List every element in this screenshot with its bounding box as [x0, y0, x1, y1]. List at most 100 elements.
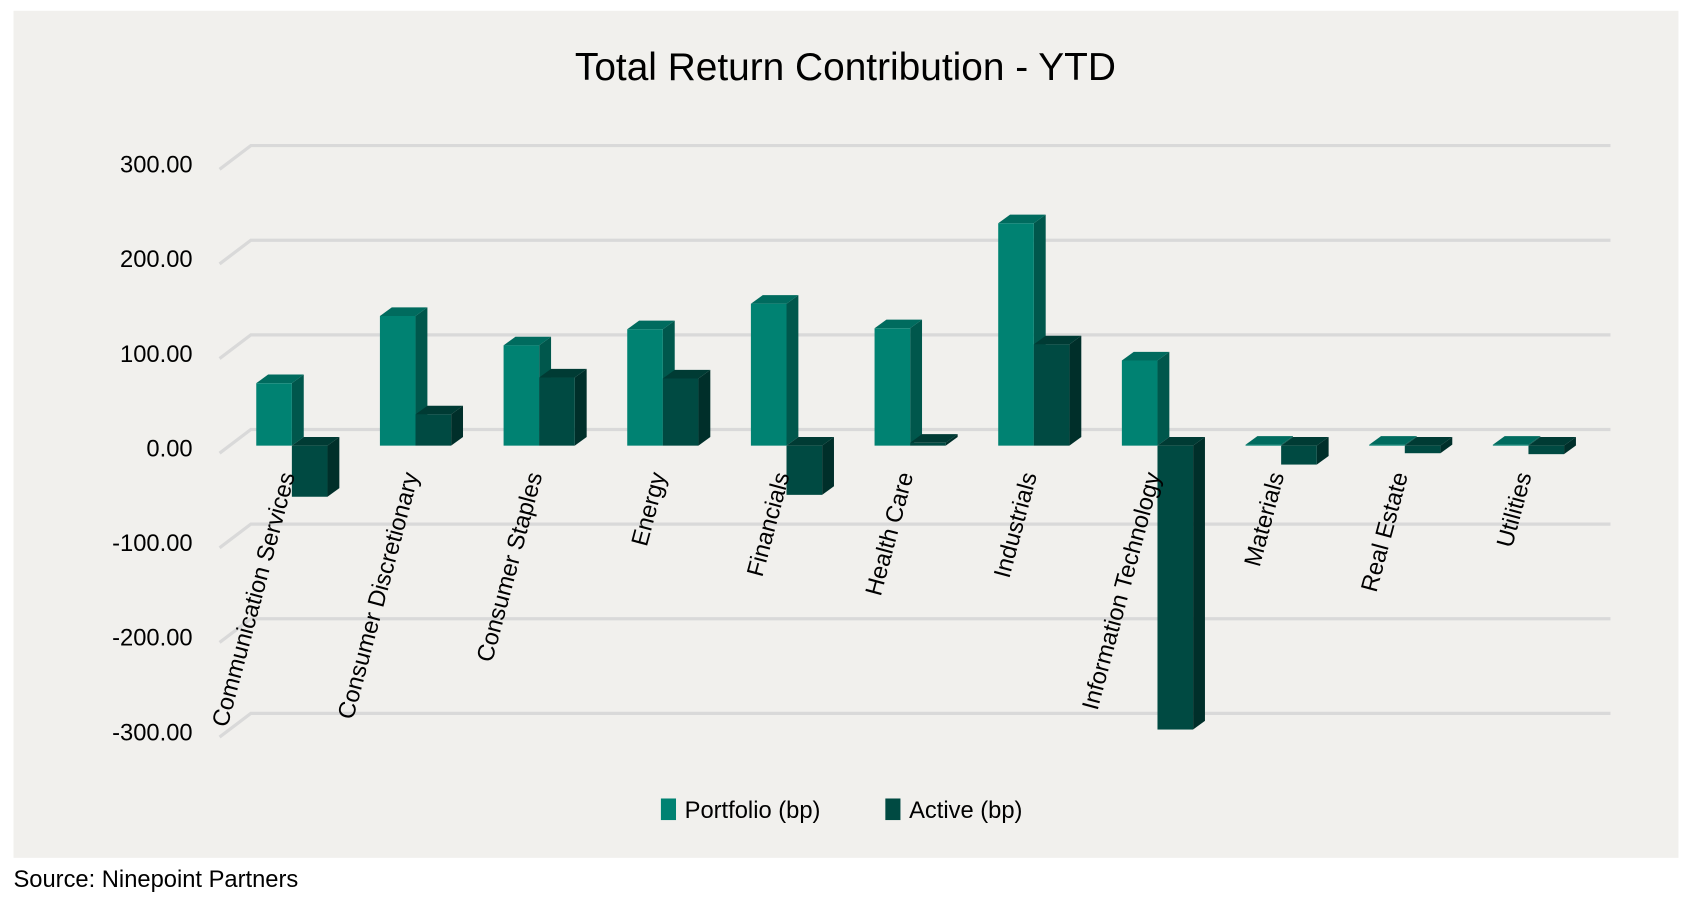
- bar-top: [539, 368, 587, 378]
- bar-side: [451, 405, 464, 446]
- bar-portfolio: [874, 319, 923, 446]
- bar-top: [627, 320, 675, 330]
- gridlines: [218, 143, 1611, 739]
- legend: Portfolio (bp) Active (bp): [660, 798, 1022, 824]
- gridline: [218, 333, 1611, 360]
- bar-side: [786, 295, 799, 446]
- bar-side: [1404, 436, 1417, 446]
- bar-active: [415, 405, 464, 446]
- bar-side: [291, 374, 304, 446]
- bar-side: [910, 319, 923, 446]
- bar-front: [998, 223, 1034, 446]
- bar-side: [1157, 351, 1170, 446]
- bar-top: [1121, 351, 1170, 361]
- bar-side: [327, 437, 340, 497]
- bar-side: [822, 437, 834, 495]
- y-tick-label: 200.00: [120, 247, 193, 273]
- bar-front: [1121, 360, 1158, 446]
- bar-portfolio: [1492, 436, 1541, 446]
- y-tick-label: -300.00: [112, 720, 192, 746]
- bar-front: [1281, 445, 1317, 465]
- bar-top: [503, 336, 552, 346]
- y-axis: 300.00 200.00 100.00 0.00 -100.00 -200.00 -300…: [112, 153, 192, 747]
- legend-label-portfolio: Portfolio (bp): [685, 798, 821, 824]
- bar-front: [662, 378, 699, 446]
- bar-front: [503, 345, 540, 446]
- bar-front: [750, 303, 787, 446]
- bar-top: [910, 434, 958, 443]
- bar-top: [1245, 436, 1294, 445]
- bar-active: [1528, 437, 1576, 455]
- legend-swatch-active: [885, 798, 901, 821]
- legend-label-active: Active (bp): [909, 798, 1022, 824]
- bar-top: [379, 307, 428, 316]
- bar-top: [1033, 335, 1082, 345]
- chart-title: Total Return Contribution - YTD: [575, 46, 1116, 89]
- bar-top: [1157, 437, 1205, 446]
- bar-top: [750, 295, 799, 304]
- source-note: Source: Ninepoint Partners: [13, 867, 298, 893]
- bar-active: [1281, 437, 1329, 465]
- bar-side: [574, 368, 587, 446]
- bar-front: [1404, 445, 1441, 454]
- bar-side: [698, 369, 711, 446]
- bar-top: [415, 405, 464, 415]
- bar-active: [539, 368, 587, 446]
- bar-front: [1245, 444, 1282, 446]
- bar-portfolio: [1369, 436, 1417, 446]
- y-tick-label: 300.00: [120, 153, 193, 179]
- gridline: [218, 711, 1611, 739]
- bar-portfolio: [750, 295, 799, 446]
- bar-portfolio: [1245, 436, 1294, 446]
- gridline: [218, 238, 1611, 266]
- bar-front: [291, 445, 328, 497]
- bar-top: [874, 319, 923, 329]
- bar-top: [1528, 437, 1576, 446]
- bar-front: [910, 442, 946, 446]
- bar-front: [539, 377, 575, 446]
- bar-top: [1369, 436, 1417, 445]
- bar-side: [1069, 335, 1082, 446]
- bar-front: [786, 445, 823, 495]
- bar-side: [945, 434, 958, 446]
- bars: [256, 214, 1576, 730]
- bar-front: [1492, 444, 1529, 446]
- bar-active: [1157, 437, 1205, 730]
- bar-front: [415, 414, 452, 446]
- bar-top: [786, 437, 834, 446]
- bar-side: [1440, 437, 1453, 454]
- gridline: [218, 143, 1611, 171]
- y-tick-label: 100.00: [120, 342, 193, 368]
- bar-top: [998, 214, 1046, 224]
- bar-front: [1033, 344, 1070, 446]
- y-tick-label: -200.00: [112, 626, 192, 652]
- bar-front: [1157, 445, 1194, 730]
- bar-side: [1193, 437, 1205, 730]
- bar-active: [1404, 437, 1453, 454]
- bar-top: [1281, 437, 1329, 446]
- bar-active: [910, 434, 958, 446]
- bar-side: [1528, 436, 1541, 446]
- bar-active: [1033, 335, 1082, 446]
- bar-portfolio: [256, 374, 304, 446]
- bar-top: [662, 369, 711, 379]
- bar-active: [786, 437, 834, 495]
- bar-front: [1528, 445, 1565, 455]
- bar-top: [1404, 437, 1453, 446]
- bar-side: [1564, 437, 1576, 455]
- bar-side: [1281, 436, 1294, 446]
- bar-top: [1492, 436, 1541, 445]
- bar-front: [379, 315, 416, 446]
- bar-portfolio: [998, 214, 1046, 446]
- bar-top: [291, 437, 340, 446]
- legend-swatch-portfolio: [660, 798, 677, 821]
- bar-front: [256, 383, 292, 446]
- bar-active: [662, 369, 711, 446]
- gridline: [218, 617, 1611, 644]
- gridline: [218, 522, 1611, 550]
- y-tick-label: -100.00: [112, 531, 192, 557]
- bar-top: [256, 374, 304, 384]
- bar-portfolio: [1121, 351, 1170, 446]
- bar-front: [874, 328, 911, 446]
